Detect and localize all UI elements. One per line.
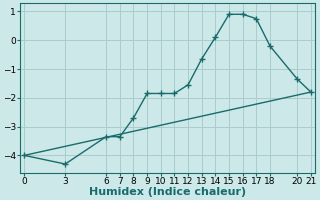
- X-axis label: Humidex (Indice chaleur): Humidex (Indice chaleur): [89, 187, 246, 197]
